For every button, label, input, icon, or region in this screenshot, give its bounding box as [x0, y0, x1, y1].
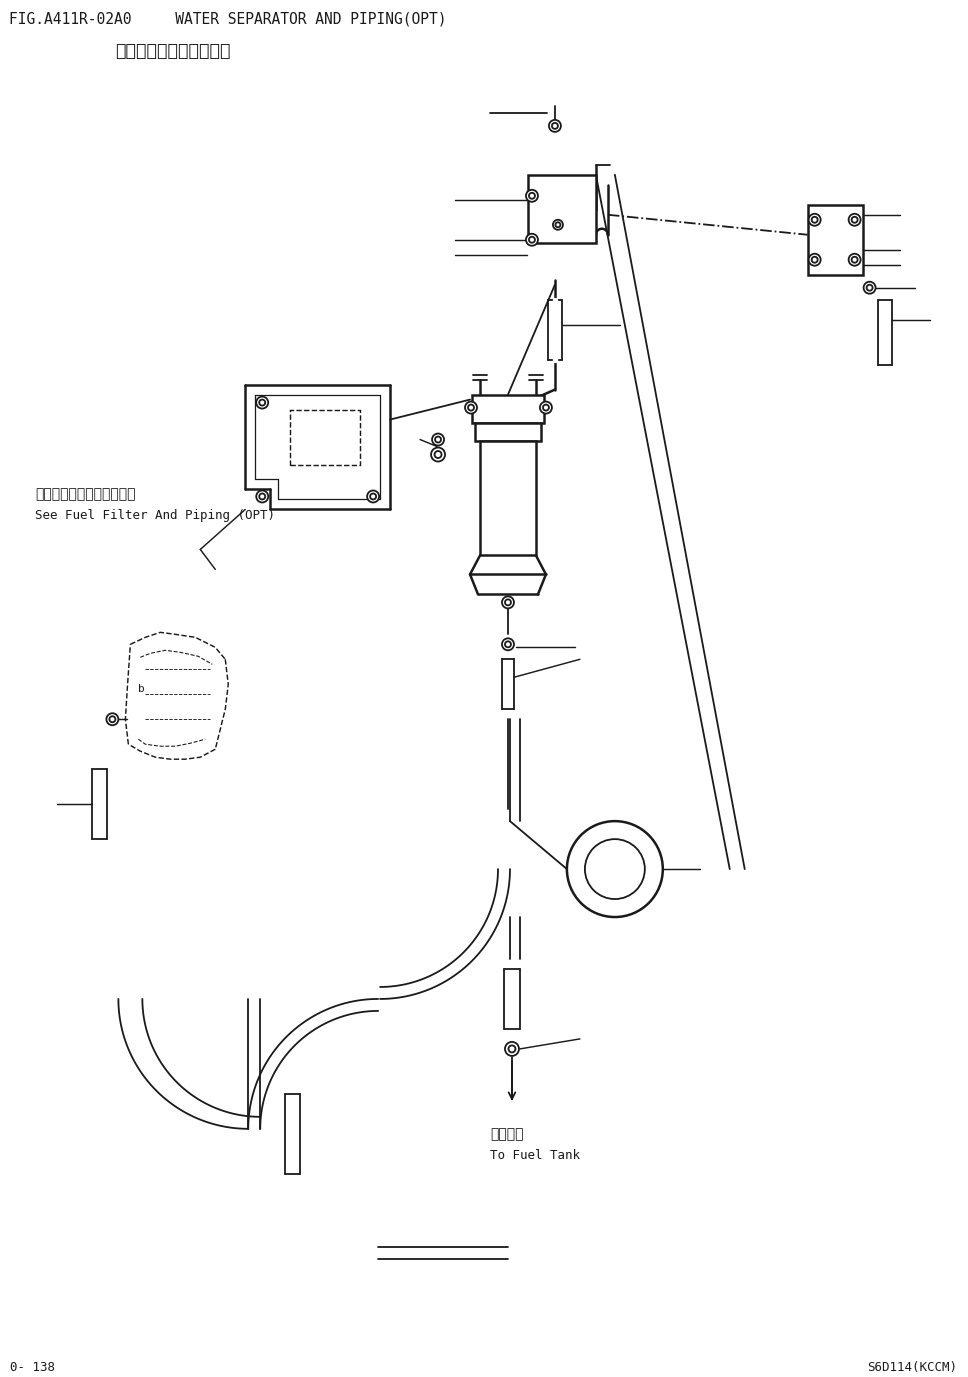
- Circle shape: [585, 839, 645, 899]
- Circle shape: [508, 1045, 516, 1052]
- Circle shape: [852, 216, 858, 223]
- Circle shape: [259, 399, 265, 406]
- Circle shape: [540, 402, 552, 413]
- Bar: [528, 175, 596, 242]
- Circle shape: [567, 821, 663, 917]
- Circle shape: [811, 216, 818, 223]
- Circle shape: [431, 448, 445, 461]
- Bar: [290, 409, 360, 464]
- Circle shape: [435, 437, 441, 442]
- Circle shape: [432, 434, 444, 446]
- Circle shape: [502, 596, 514, 609]
- Circle shape: [502, 639, 514, 650]
- Circle shape: [367, 490, 379, 503]
- Circle shape: [808, 253, 821, 266]
- Circle shape: [109, 716, 115, 723]
- Text: b: b: [138, 684, 145, 694]
- Circle shape: [552, 123, 558, 129]
- Text: To Fuel Tank: To Fuel Tank: [490, 1148, 580, 1162]
- Circle shape: [849, 213, 861, 226]
- Text: FIG.A411R-02A0     WATER SEPARATOR AND PIPING(OPT): FIG.A411R-02A0 WATER SEPARATOR AND PIPIN…: [9, 12, 446, 28]
- Circle shape: [526, 190, 538, 202]
- Circle shape: [808, 213, 821, 226]
- Text: See Fuel Filter And Piping (OPT): See Fuel Filter And Piping (OPT): [36, 509, 276, 522]
- Circle shape: [549, 120, 560, 132]
- Circle shape: [529, 237, 535, 242]
- Text: 0- 138: 0- 138: [11, 1360, 55, 1374]
- Circle shape: [370, 493, 377, 500]
- Text: S6D114(KCCM): S6D114(KCCM): [867, 1360, 957, 1374]
- Bar: [807, 205, 862, 274]
- Circle shape: [257, 397, 268, 409]
- Circle shape: [529, 193, 535, 198]
- Circle shape: [106, 713, 118, 726]
- Circle shape: [849, 253, 861, 266]
- Circle shape: [526, 234, 538, 245]
- Circle shape: [553, 220, 563, 230]
- Bar: [480, 441, 536, 555]
- Text: 参见燃油滤及管路（选装）: 参见燃油滤及管路（选装）: [36, 487, 136, 501]
- Circle shape: [505, 1042, 519, 1056]
- Circle shape: [505, 642, 511, 647]
- Circle shape: [468, 405, 474, 410]
- Circle shape: [257, 490, 268, 503]
- Circle shape: [543, 405, 549, 410]
- Circle shape: [465, 402, 477, 413]
- Circle shape: [852, 256, 858, 263]
- Circle shape: [811, 256, 818, 263]
- Circle shape: [863, 282, 876, 293]
- Text: 水分离器和管道（选装）: 水分离器和管道（选装）: [115, 41, 231, 61]
- Circle shape: [435, 452, 441, 459]
- Bar: [472, 395, 544, 423]
- Text: 到燃油筱: 到燃油筱: [490, 1126, 524, 1140]
- Circle shape: [556, 222, 560, 227]
- Bar: [475, 423, 541, 441]
- Circle shape: [866, 285, 872, 291]
- Circle shape: [505, 599, 511, 606]
- Circle shape: [259, 493, 265, 500]
